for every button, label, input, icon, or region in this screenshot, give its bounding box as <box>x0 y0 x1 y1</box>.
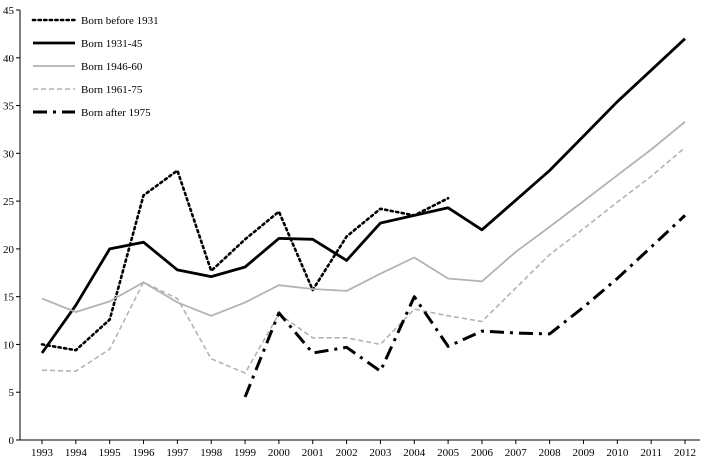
legend-label-born-before-1931: Born before 1931 <box>81 15 159 27</box>
x-tick-label-1995: 1995 <box>99 447 122 459</box>
x-tick-label-1994: 1994 <box>65 447 88 459</box>
y-tick-label-45: 45 <box>3 5 15 17</box>
x-tick-label-2004: 2004 <box>403 447 426 459</box>
x-tick-label-1993: 1993 <box>31 447 54 459</box>
y-tick-label-0: 0 <box>9 435 15 447</box>
series-born-1961-75-line <box>41 146 686 374</box>
legend: Born before 1931 Born 1931-45 Born 1946-60… <box>31 15 159 119</box>
x-tick-label-2007: 2007 <box>505 447 528 459</box>
legend-label-born-after-1975: Born after 1975 <box>81 107 151 119</box>
legend-label-born-1931-45: Born 1931-45 <box>81 38 143 50</box>
series-born-after-1975 <box>243 214 687 398</box>
series-born-after-1975-line <box>243 214 687 398</box>
series-born-1931-45-line <box>40 37 686 354</box>
x-tick-label-1997: 1997 <box>166 447 189 459</box>
y-tick-label-10: 10 <box>3 339 15 351</box>
x-tick-label-2001: 2001 <box>302 447 324 459</box>
series-born-1961-75 <box>41 146 686 374</box>
x-tick-label-2011: 2011 <box>640 447 662 459</box>
x-tick-label-2009: 2009 <box>572 447 595 459</box>
series-born-before-1931 <box>40 169 450 352</box>
y-tick-label-25: 25 <box>3 196 15 208</box>
x-tick-label-2006: 2006 <box>471 447 494 459</box>
series-layer <box>40 37 687 398</box>
x-tick-label-2000: 2000 <box>268 447 291 459</box>
series-born-before-1931-line <box>40 169 450 352</box>
legend-label-born-1961-75: Born 1961-75 <box>81 84 143 96</box>
x-tick-label-1996: 1996 <box>133 447 156 459</box>
y-tick-label-5: 5 <box>9 387 15 399</box>
x-tick-label-2008: 2008 <box>539 447 562 459</box>
y-tick-label-30: 30 <box>3 148 15 160</box>
y-tick-label-40: 40 <box>3 53 15 65</box>
y-tick-label-20: 20 <box>3 244 15 256</box>
ticks-layer: 0 5 10 15 20 25 30 35 40 45 1993 1994 1995 1996 1997 19… <box>3 5 696 459</box>
x-tick-label-2003: 2003 <box>369 447 392 459</box>
x-tick-label-2012: 2012 <box>674 447 696 459</box>
x-tick-label-2010: 2010 <box>606 447 629 459</box>
x-tick-label-2002: 2002 <box>336 447 358 459</box>
x-tick-label-1998: 1998 <box>200 447 223 459</box>
x-tick-label-2005: 2005 <box>437 447 460 459</box>
x-tick-label-1999: 1999 <box>234 447 257 459</box>
series-born-1931-45 <box>40 37 686 354</box>
y-tick-label-15: 15 <box>3 292 15 304</box>
legend-label-born-1946-60: Born 1946-60 <box>81 61 143 73</box>
y-tick-label-35: 35 <box>3 101 15 113</box>
axes-layer <box>19 10 700 441</box>
